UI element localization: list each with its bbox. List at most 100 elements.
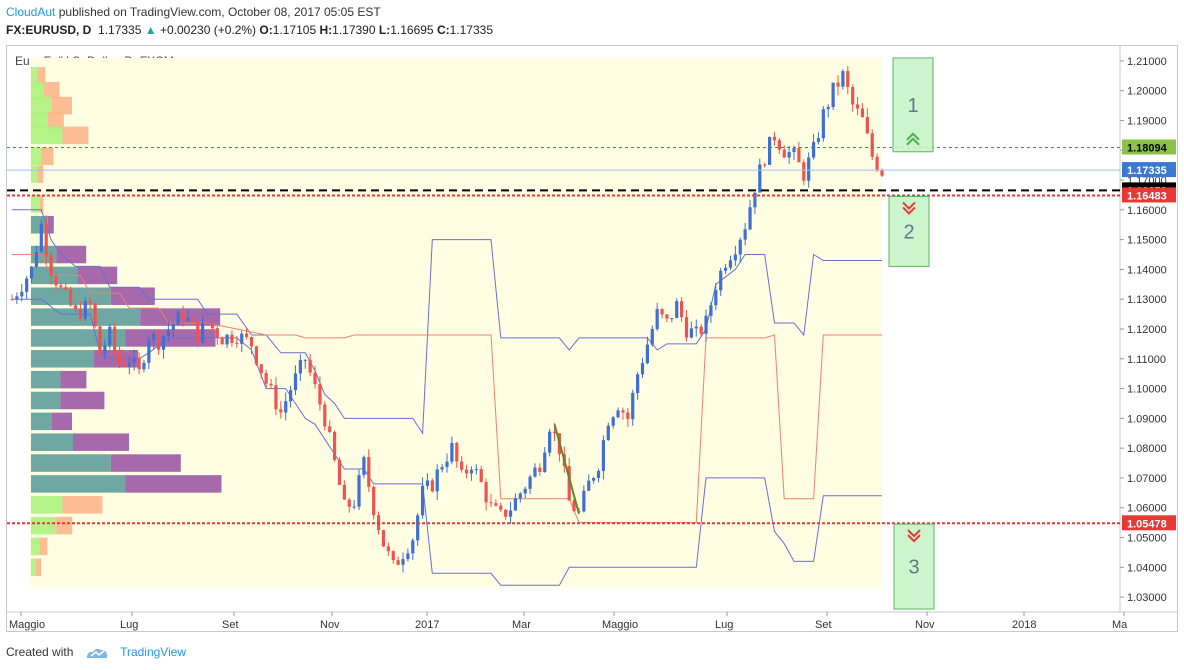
- candle-down: [254, 346, 258, 365]
- candle-up: [357, 475, 361, 507]
- candle-down: [215, 328, 219, 338]
- volume-profile-bar-down: [56, 245, 87, 264]
- volume-profile-bar-up: [31, 350, 94, 368]
- candle-down: [308, 359, 312, 373]
- candle-down: [802, 162, 806, 181]
- candle-down: [777, 140, 781, 150]
- x-tick-label: Ma: [1112, 619, 1128, 631]
- candle-up: [425, 480, 430, 486]
- volume-profile-bar-up: [31, 391, 61, 410]
- y-tick-label: 1.12000: [1127, 324, 1167, 336]
- volume-profile-bar-up: [31, 195, 40, 213]
- volume-profile-bar-down: [52, 412, 72, 431]
- candle-down: [274, 385, 278, 410]
- candle-up: [533, 467, 537, 477]
- candle-down: [797, 148, 801, 163]
- y-tick-label: 1.06000: [1127, 503, 1167, 515]
- candle-up: [543, 452, 547, 472]
- candle-up: [401, 559, 405, 565]
- candle-up: [816, 138, 821, 142]
- volume-profile-bar-down: [37, 165, 44, 183]
- tradingview-brand[interactable]: TradingView: [120, 645, 187, 659]
- candle-up: [513, 498, 518, 511]
- candle-up: [142, 362, 146, 370]
- volume-profile-bar-down: [39, 195, 44, 213]
- volume-profile-bar-down: [35, 558, 42, 577]
- candle-up: [616, 410, 620, 418]
- candle-up: [161, 336, 166, 350]
- volume-profile-bar-up: [31, 475, 126, 493]
- ohlc-line: FX:EURUSD, D 1.17335 ▲ +0.00230 (+0.2%) …: [6, 22, 493, 38]
- candle-up: [362, 457, 366, 476]
- candle-up: [728, 260, 733, 268]
- candle-down: [552, 431, 557, 434]
- candle-up: [831, 82, 835, 108]
- y-tick-label: 1.14000: [1127, 264, 1167, 276]
- candle-up: [733, 254, 737, 261]
- candle-down: [484, 481, 488, 503]
- up-arrow-icon: ▲: [144, 23, 157, 37]
- candle-up: [523, 488, 527, 494]
- candle-up: [435, 469, 439, 492]
- open-value: 1.17105: [272, 23, 317, 37]
- chart-frame: [6, 45, 1178, 632]
- volume-profile-bar-up: [31, 537, 40, 556]
- volume-profile-bar-down: [110, 454, 181, 472]
- x-tick-label: Maggio: [602, 619, 638, 631]
- upper-envelope-line: [12, 209, 882, 435]
- trend-line: [553, 424, 580, 514]
- level-price-tag: [1122, 162, 1176, 178]
- volume-profile-bar-down: [52, 96, 72, 115]
- candle-down: [235, 342, 239, 344]
- candle-down: [210, 323, 214, 329]
- level-price-label: 1.17335: [1127, 165, 1167, 177]
- high-value: 1.17390: [332, 23, 376, 37]
- candle-up: [743, 229, 747, 240]
- candle-down: [269, 383, 273, 386]
- x-tick-label: Nov: [915, 619, 935, 631]
- candle-up: [20, 291, 24, 297]
- candle-down: [396, 560, 400, 565]
- created-with-label: Created with: [6, 645, 74, 659]
- y-tick-label: 1.08000: [1127, 443, 1167, 455]
- candle-up: [719, 270, 723, 291]
- candle-up: [767, 136, 772, 165]
- candle-down: [479, 469, 483, 482]
- volume-profile-bar-up: [31, 165, 38, 183]
- candle-up: [420, 485, 425, 516]
- candle-up: [474, 469, 478, 471]
- level-price-label: 1.05478: [1127, 518, 1167, 530]
- candle-down: [567, 466, 571, 501]
- candle-down: [69, 289, 73, 306]
- level-price-tag: [1122, 515, 1176, 531]
- candle-down: [460, 461, 464, 470]
- candle-up: [450, 442, 454, 462]
- double-chevron-up-icon: [906, 132, 920, 146]
- x-tick-label: Set: [222, 619, 239, 631]
- candle-down: [572, 500, 576, 512]
- candle-up: [723, 267, 728, 271]
- candle-up: [29, 266, 34, 279]
- candle-down: [205, 323, 210, 325]
- candle-up: [675, 301, 679, 318]
- footer: Created with TradingView: [6, 645, 186, 660]
- candle-up: [787, 152, 791, 158]
- candle-down: [684, 317, 689, 338]
- author-link[interactable]: CloudAut: [6, 5, 56, 19]
- open-label: O:: [259, 23, 273, 37]
- volume-profile-bar-up: [31, 412, 52, 431]
- volume-profile-bar-up: [31, 96, 52, 115]
- candle-up: [127, 362, 131, 367]
- candle-down: [851, 87, 855, 105]
- zone-label: 2: [903, 221, 914, 243]
- candle-up: [548, 431, 552, 453]
- candle-down: [230, 334, 234, 343]
- symbol-label: FX:EURUSD, D: [6, 23, 92, 37]
- volume-profile-bar-down: [41, 147, 54, 165]
- level-price-label: 1.16483: [1127, 190, 1167, 202]
- close-value: 1.17335: [449, 23, 494, 37]
- candle-down: [181, 311, 185, 321]
- candle-down: [538, 467, 542, 472]
- candle-up: [758, 164, 762, 193]
